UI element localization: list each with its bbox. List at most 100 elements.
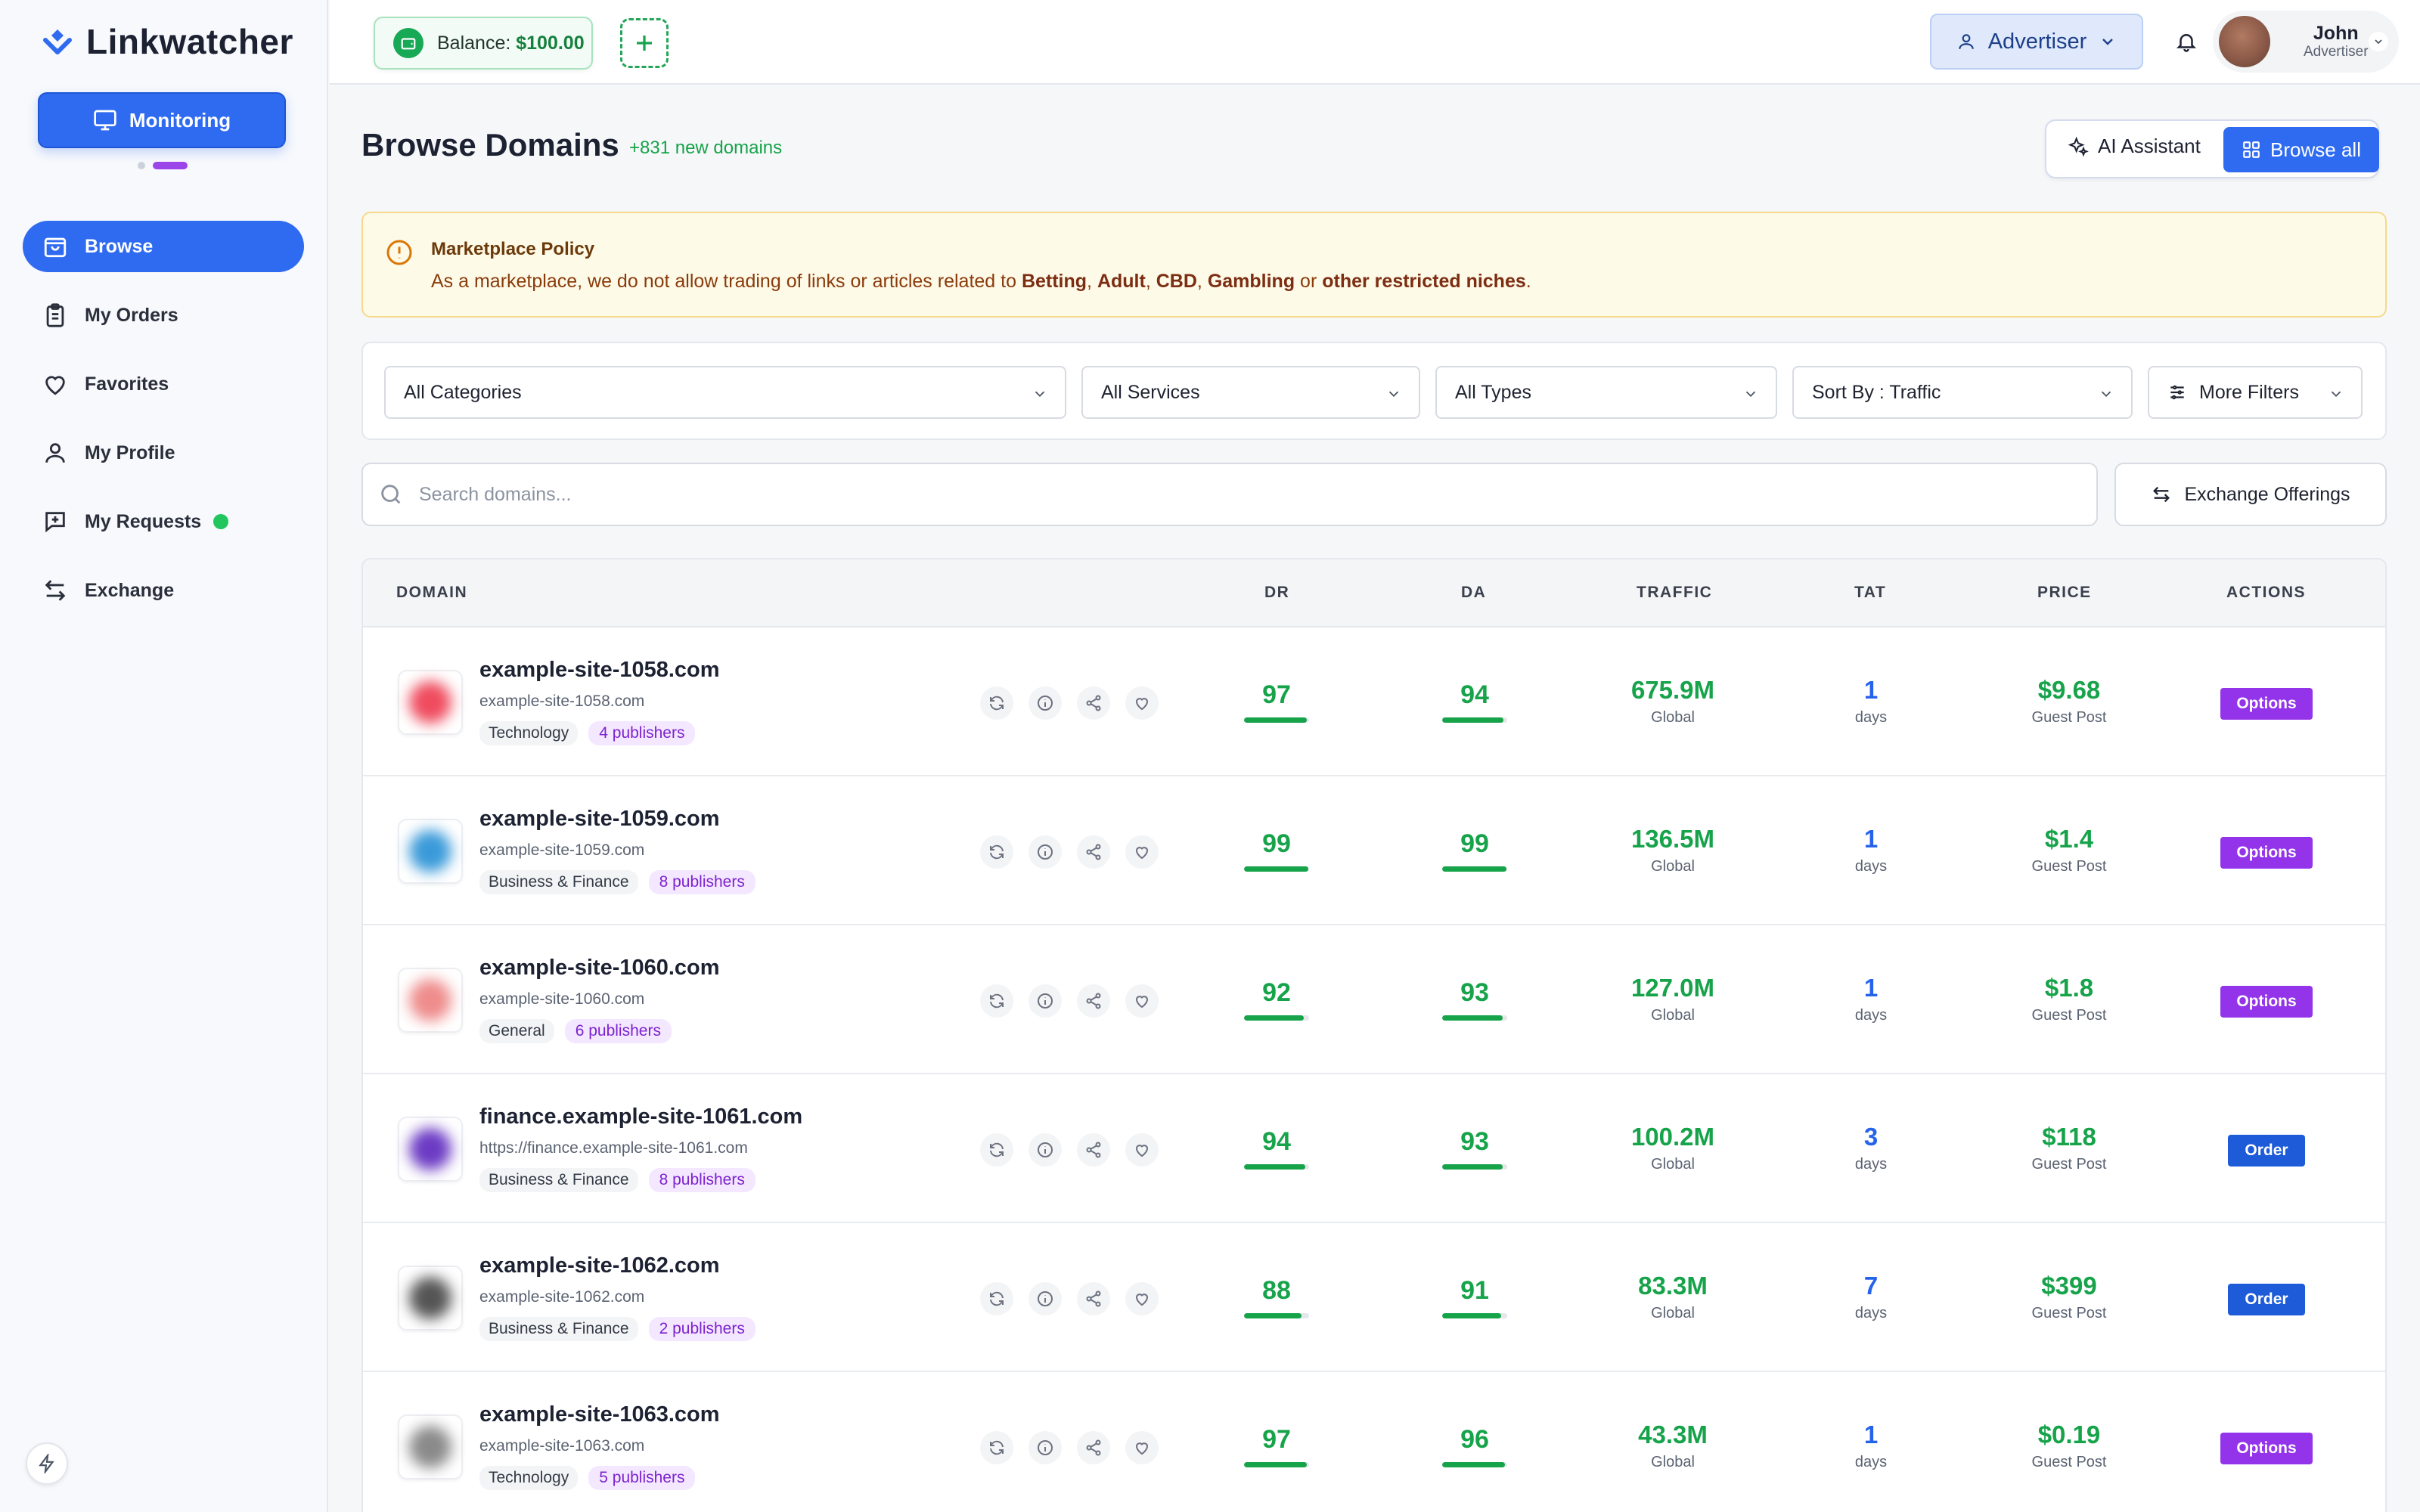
share-icon[interactable] xyxy=(1077,686,1110,720)
sort-select[interactable]: Sort By : Traffic xyxy=(1792,366,2133,419)
options-button[interactable]: Options xyxy=(2220,986,2313,1018)
options-button[interactable]: Options xyxy=(2220,837,2313,869)
publishers-tag[interactable]: 5 publishers xyxy=(588,1466,696,1490)
app-logo[interactable]: Linkwatcher xyxy=(39,21,293,62)
search-bar xyxy=(361,463,2098,526)
table-row[interactable]: example-site-1059.com example-site-1059.c… xyxy=(363,776,2385,925)
traffic-stat: 136.5M Global xyxy=(1597,825,1748,875)
publishers-tag[interactable]: 6 publishers xyxy=(564,1019,672,1043)
sidebar-item-favorites[interactable]: Favorites xyxy=(23,358,304,410)
info-icon[interactable] xyxy=(1028,984,1062,1018)
carousel-dot[interactable] xyxy=(138,162,145,169)
share-icon[interactable] xyxy=(1077,1431,1110,1464)
dr-bar xyxy=(1244,1164,1309,1170)
table-row[interactable]: example-site-1063.com example-site-1063.c… xyxy=(363,1372,2385,1512)
carousel-indicator[interactable] xyxy=(138,162,188,169)
options-button[interactable]: Options xyxy=(2220,688,2313,720)
refresh-icon[interactable] xyxy=(980,1282,1013,1315)
info-icon[interactable] xyxy=(1028,1431,1062,1464)
column-dr[interactable]: DR xyxy=(1264,584,1290,601)
sidebar-item-my-orders[interactable]: My Orders xyxy=(23,290,304,341)
user-menu-toggle[interactable] xyxy=(2369,32,2388,51)
column-actions[interactable]: ACTIONS xyxy=(2226,584,2306,601)
tat-value: 1 xyxy=(1863,825,1879,853)
policy-text-pre: As a marketplace, we do not allow tradin… xyxy=(431,271,1022,292)
share-icon[interactable] xyxy=(1077,835,1110,869)
info-icon[interactable] xyxy=(1028,1282,1062,1315)
share-icon[interactable] xyxy=(1077,1133,1110,1167)
column-da[interactable]: DA xyxy=(1461,584,1487,601)
category-select[interactable]: All Categories xyxy=(384,366,1066,419)
price-value: $0.19 xyxy=(2037,1421,2101,1448)
publishers-tag[interactable]: 4 publishers xyxy=(588,721,696,745)
publishers-tag[interactable]: 8 publishers xyxy=(648,870,755,894)
column-traffic[interactable]: TRAFFIC xyxy=(1637,584,1713,601)
sidebar-item-my-profile[interactable]: My Profile xyxy=(23,427,304,479)
row-actions xyxy=(980,835,1159,869)
dr-metric: 97 xyxy=(1231,680,1322,723)
table-row[interactable]: example-site-1062.com example-site-1062.c… xyxy=(363,1223,2385,1372)
share-icon[interactable] xyxy=(1077,1282,1110,1315)
table-header: DOMAIN DR DA TRAFFIC TAT PRICE ACTIONS xyxy=(363,559,2385,627)
refresh-icon[interactable] xyxy=(980,1133,1013,1167)
services-select[interactable]: All Services xyxy=(1081,366,1420,419)
refresh-icon[interactable] xyxy=(980,984,1013,1018)
sort-value: Sort By : Traffic xyxy=(1812,381,1941,403)
table-row[interactable]: finance.example-site-1061.com https://fin… xyxy=(363,1074,2385,1223)
sidebar-item-my-requests[interactable]: My Requests xyxy=(23,496,304,547)
domain-name[interactable]: example-site-1063.com xyxy=(479,1402,720,1427)
sidebar-item-exchange[interactable]: Exchange xyxy=(23,565,304,616)
types-select[interactable]: All Types xyxy=(1435,366,1777,419)
notifications-button[interactable] xyxy=(2167,23,2205,60)
dr-bar-fill xyxy=(1244,1015,1305,1021)
table-row[interactable]: example-site-1058.com example-site-1058.c… xyxy=(363,627,2385,776)
balance-display[interactable]: Balance: $100.00 xyxy=(374,17,593,70)
heart-icon[interactable] xyxy=(1125,686,1159,720)
column-tat[interactable]: TAT xyxy=(1854,584,1887,601)
info-icon[interactable] xyxy=(1028,686,1062,720)
domain-name[interactable]: finance.example-site-1061.com xyxy=(479,1105,803,1129)
heart-icon[interactable] xyxy=(1125,1431,1159,1464)
carousel-dot-active[interactable] xyxy=(153,162,188,169)
heart-icon[interactable] xyxy=(1125,1282,1159,1315)
order-button[interactable]: Order xyxy=(2228,1135,2305,1167)
da-metric: 96 xyxy=(1429,1425,1520,1467)
tat-stat: 1 days xyxy=(1795,974,1947,1024)
category-tag: Technology xyxy=(479,1466,579,1490)
refresh-icon[interactable] xyxy=(980,835,1013,869)
domain-name[interactable]: example-site-1060.com xyxy=(479,956,720,980)
publishers-tag[interactable]: 2 publishers xyxy=(648,1317,755,1341)
user-menu[interactable]: John Advertiser xyxy=(2213,11,2399,73)
info-icon[interactable] xyxy=(1028,835,1062,869)
options-button[interactable]: Options xyxy=(2220,1433,2313,1464)
sidebar-item-browse[interactable]: Browse xyxy=(23,221,304,272)
ai-assistant-button[interactable]: AI Assistant xyxy=(2068,135,2201,158)
quick-action-button[interactable] xyxy=(26,1442,68,1485)
refresh-icon[interactable] xyxy=(980,686,1013,720)
browse-all-button[interactable]: Browse all xyxy=(2223,127,2379,172)
role-switcher[interactable]: Advertiser xyxy=(1930,14,2143,70)
price-type: Guest Post xyxy=(2031,1305,2107,1321)
chevron-down-icon xyxy=(1388,391,1399,398)
more-filters-button[interactable]: More Filters xyxy=(2148,366,2363,419)
publishers-tag[interactable]: 8 publishers xyxy=(648,1168,755,1192)
table-row[interactable]: example-site-1060.com example-site-1060.c… xyxy=(363,925,2385,1074)
services-value: All Services xyxy=(1101,381,1200,403)
domain-name[interactable]: example-site-1062.com xyxy=(479,1253,720,1278)
monitoring-button[interactable]: Monitoring xyxy=(38,92,286,148)
exchange-offerings-button[interactable]: Exchange Offerings xyxy=(2114,463,2387,526)
domain-name[interactable]: example-site-1059.com xyxy=(479,807,720,831)
da-metric: 93 xyxy=(1429,978,1520,1021)
add-funds-button[interactable] xyxy=(620,18,669,68)
domain-name[interactable]: example-site-1058.com xyxy=(479,658,720,682)
search-input[interactable] xyxy=(419,483,1856,506)
share-icon[interactable] xyxy=(1077,984,1110,1018)
info-icon[interactable] xyxy=(1028,1133,1062,1167)
column-domain[interactable]: DOMAIN xyxy=(396,584,468,601)
heart-icon[interactable] xyxy=(1125,1133,1159,1167)
column-price[interactable]: PRICE xyxy=(2037,584,2092,601)
heart-icon[interactable] xyxy=(1125,984,1159,1018)
order-button[interactable]: Order xyxy=(2228,1284,2305,1315)
heart-icon[interactable] xyxy=(1125,835,1159,869)
refresh-icon[interactable] xyxy=(980,1431,1013,1464)
